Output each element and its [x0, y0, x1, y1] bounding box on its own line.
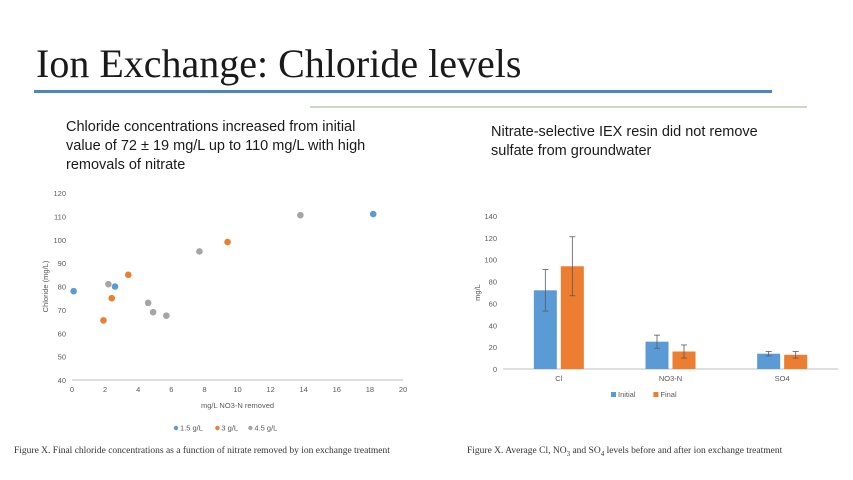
- y-tick-label: 20: [489, 343, 497, 352]
- y-tick-label: 120: [484, 234, 497, 243]
- y-tick-label: 40: [58, 376, 66, 385]
- data-point: [69, 287, 78, 296]
- legend-label: 1.5 g/L: [180, 424, 203, 433]
- y-tick-label: 110: [54, 212, 66, 221]
- y-tick-label: 120: [53, 189, 66, 198]
- data-point: [223, 238, 232, 246]
- data-point: [369, 210, 378, 218]
- legend-marker: [611, 392, 616, 397]
- slide-title: Ion Exchange: Chloride levels: [36, 41, 522, 86]
- bar: [560, 266, 584, 369]
- legend-marker: [215, 425, 220, 431]
- legend-label: Initial: [618, 390, 636, 399]
- right-bullet-text: Nitrate-selective IEX resin did not remo…: [491, 124, 758, 159]
- x-tick-label: Cl: [555, 374, 562, 383]
- bar: [645, 341, 669, 369]
- legend-label: Final: [660, 390, 677, 399]
- legend-marker: [653, 392, 659, 397]
- data-point: [195, 247, 204, 256]
- caption-part: and SO: [570, 446, 601, 456]
- x-tick-label: SO4: [775, 374, 790, 383]
- caption-subscript: 3: [566, 449, 571, 458]
- left-bullet-text: Chloride concentrations increased from i…: [66, 119, 366, 173]
- y-tick-label: 140: [484, 212, 497, 221]
- y-tick-label: 100: [53, 236, 66, 245]
- data-point: [99, 316, 108, 325]
- x-tick-label: 14: [300, 385, 308, 394]
- data-point: [296, 211, 305, 220]
- data-point: [144, 298, 153, 307]
- y-tick-label: 0: [493, 365, 497, 374]
- x-tick-label: 12: [266, 385, 274, 394]
- x-axis-title: mg/L NO3-N removed: [201, 401, 274, 410]
- y-tick-label: 60: [489, 299, 497, 308]
- x-tick-label: 6: [169, 385, 173, 394]
- y-tick-label: 40: [489, 321, 497, 330]
- y-tick-label: 60: [58, 329, 66, 338]
- legend-label: 3 g/L: [221, 424, 238, 433]
- y-tick-label: 90: [58, 259, 66, 268]
- y-axis-title: mg/L: [473, 284, 482, 301]
- data-point: [162, 311, 171, 320]
- caption-part: levels before and after ion exchange tre…: [604, 446, 783, 456]
- legend-marker: [173, 425, 179, 431]
- bar: [784, 354, 808, 369]
- y-tick-label: 100: [484, 256, 497, 265]
- x-tick-label: 20: [399, 385, 407, 394]
- x-tick-label: 2: [103, 385, 107, 394]
- y-tick-label: 80: [489, 278, 497, 287]
- title-secondary-rule: [310, 106, 807, 108]
- x-tick-label: NO3-N: [659, 374, 682, 383]
- y-tick-label: 50: [58, 353, 66, 362]
- left-figure-caption: Figure X. Final chloride concentrations …: [14, 446, 390, 456]
- x-tick-label: 0: [70, 385, 74, 394]
- caption-part: Figure X. Average Cl, NO: [467, 446, 567, 456]
- y-axis-title: Chloride (mg/L): [41, 260, 50, 312]
- data-point: [104, 280, 113, 289]
- data-point: [149, 308, 157, 317]
- x-tick-label: 10: [233, 385, 241, 394]
- data-point: [107, 294, 116, 303]
- x-tick-label: 4: [136, 385, 140, 394]
- data-point: [124, 270, 133, 279]
- bar: [672, 351, 696, 369]
- x-tick-label: 16: [333, 385, 341, 394]
- y-tick-label: 80: [58, 283, 66, 292]
- title-underline: [34, 90, 772, 93]
- y-tick-label: 70: [58, 306, 66, 315]
- x-tick-label: 8: [202, 385, 206, 394]
- x-tick-label: 18: [366, 385, 374, 394]
- legend-marker: [248, 425, 253, 431]
- bar: [533, 290, 557, 369]
- legend-label: 4.5 g/L: [254, 424, 277, 433]
- right-figure-caption: Figure X. Average Cl, NO3 and SO4 levels…: [467, 446, 782, 458]
- bar: [757, 353, 781, 369]
- caption-subscript: 4: [600, 449, 605, 458]
